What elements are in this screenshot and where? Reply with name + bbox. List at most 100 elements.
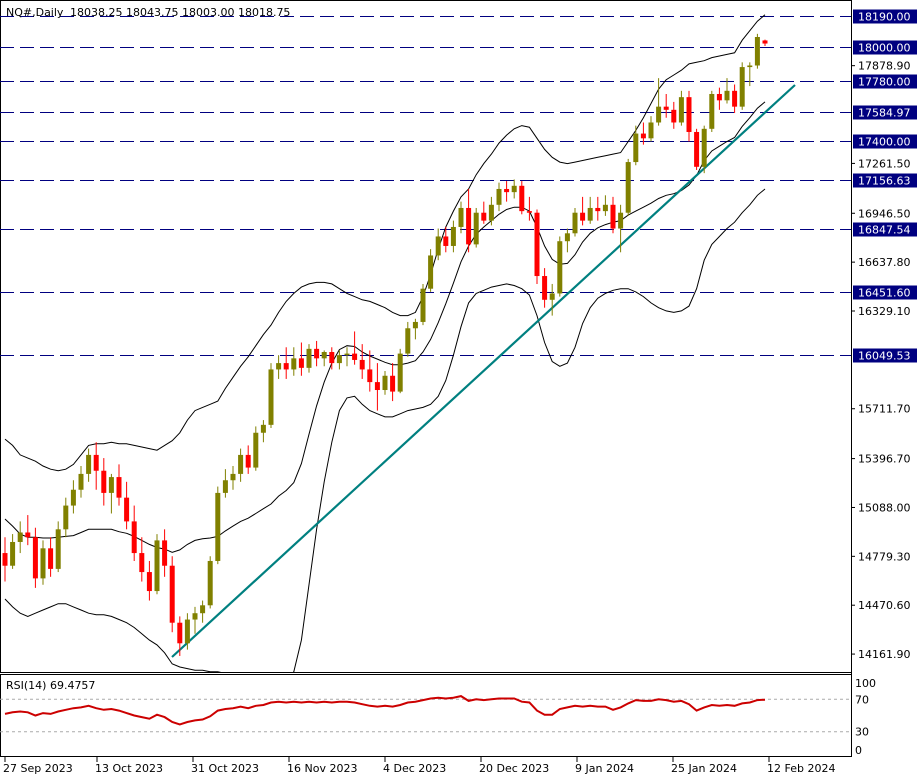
level-label: 17156.63 (858, 175, 911, 188)
candle-body (686, 97, 692, 132)
candle-body (283, 363, 289, 370)
candle-body (329, 352, 335, 364)
candle-body (215, 492, 221, 561)
price-levels: 18190.00 18000.00 17780.00 17584.97 17400.00… (0, 9, 917, 363)
candle-body (86, 454, 92, 474)
candle-body (701, 128, 707, 167)
candle-body (154, 540, 160, 592)
time-tick-label: 12 Feb 2024 (767, 762, 835, 775)
candle-body (397, 353, 403, 392)
candle-body (458, 207, 464, 227)
rsi-scale-label: 30 (855, 726, 869, 739)
price-tick-label: 14470.60 (858, 599, 911, 612)
candle-body (2, 553, 8, 566)
candle-body (443, 236, 449, 246)
candle-body (367, 369, 373, 383)
price-tick-label: 16329.10 (858, 305, 911, 318)
candle-body (336, 355, 342, 364)
price-tick-label: 17261.50 (858, 157, 911, 170)
price-tick-label: 14161.90 (858, 648, 911, 661)
candle-body (192, 613, 198, 620)
trendline[interactable] (171, 84, 796, 658)
band-middle (4, 101, 766, 553)
level-label: 16451.60 (858, 287, 911, 300)
candle-body (671, 109, 677, 123)
candle-body (602, 204, 608, 212)
price-tick-label: 16946.50 (858, 207, 911, 220)
candle-body (10, 541, 16, 566)
candle-body (572, 212, 578, 234)
candle-body (390, 375, 396, 392)
candle-body (762, 40, 768, 44)
level-label-box (853, 348, 917, 363)
candle-body (314, 348, 320, 359)
level-label: 17400.00 (858, 136, 911, 149)
candle-body (260, 424, 266, 433)
chart-ohlc: 18038.25 18043.75 18003.00 18018.75 (70, 6, 290, 19)
candle-body (55, 529, 61, 569)
candle-body (412, 321, 418, 329)
time-tick-label: 13 Oct 2023 (95, 762, 163, 775)
rsi-indicator: 100 70 30 0 (0, 677, 876, 757)
level-label: 18190.00 (858, 11, 911, 24)
candle-body (139, 553, 145, 573)
candle-body (207, 560, 213, 606)
candle-body (450, 226, 456, 246)
candle-body (420, 288, 426, 322)
candle-body (382, 375, 388, 391)
level-label-box (853, 173, 917, 188)
level-label: 16049.53 (858, 350, 911, 363)
candle-body (268, 369, 274, 425)
level-label-box (853, 105, 917, 120)
level-label-box (853, 285, 917, 300)
rsi-scale-label: 0 (855, 744, 862, 757)
main-plot-frame (0, 0, 852, 673)
candle-body (359, 359, 365, 370)
candle-body (48, 548, 54, 569)
time-tick-label: 27 Sep 2023 (3, 762, 73, 775)
band-lower (4, 188, 766, 672)
candle-body (542, 276, 548, 300)
candle-body (108, 477, 114, 493)
candle-body (405, 328, 411, 354)
candle-body (78, 473, 84, 490)
candle-body (428, 255, 434, 289)
candle-body (352, 353, 358, 360)
candle-body (374, 382, 380, 391)
price-tick-label: 15711.70 (858, 403, 911, 416)
candle-body (177, 622, 183, 644)
price-tick-label: 17878.90 (858, 60, 911, 73)
candle-body (435, 236, 441, 256)
candle-body (648, 122, 654, 139)
time-tick-label: 20 Dec 2023 (479, 762, 549, 775)
candle-body (481, 212, 487, 221)
candle-body (230, 473, 236, 481)
candle-body (70, 489, 76, 506)
level-label: 17780.00 (858, 76, 911, 89)
candle-body (63, 505, 69, 530)
candle-body (253, 432, 259, 468)
rsi-label: RSI(14) 69.4757 (6, 679, 95, 692)
candle-body (678, 97, 684, 123)
candle-body (694, 131, 700, 167)
candle-body (200, 605, 206, 614)
bollinger-bands (4, 14, 766, 672)
candle-body (245, 454, 251, 468)
candle-body (557, 241, 563, 294)
candle-body (17, 532, 23, 542)
band-upper (4, 14, 766, 472)
candle-body (276, 363, 282, 370)
time-axis: 27 Sep 2023 13 Oct 2023 31 Oct 2023 16 Nov … (3, 757, 835, 775)
candle-body (754, 37, 760, 66)
candle-body (511, 185, 517, 193)
candlesticks (2, 33, 768, 656)
candle-body (124, 497, 130, 522)
candle-body (40, 548, 46, 579)
price-tick-label: 16637.80 (858, 256, 911, 269)
price-tick-label: 15088.00 (858, 501, 911, 514)
time-tick-label: 9 Jan 2024 (575, 762, 634, 775)
level-label-box (853, 222, 917, 237)
price-tick-label: 14779.30 (858, 550, 911, 563)
price-axis-ticks: 17878.90 17261.50 16946.50 16637.80 16329.10… (851, 60, 911, 661)
